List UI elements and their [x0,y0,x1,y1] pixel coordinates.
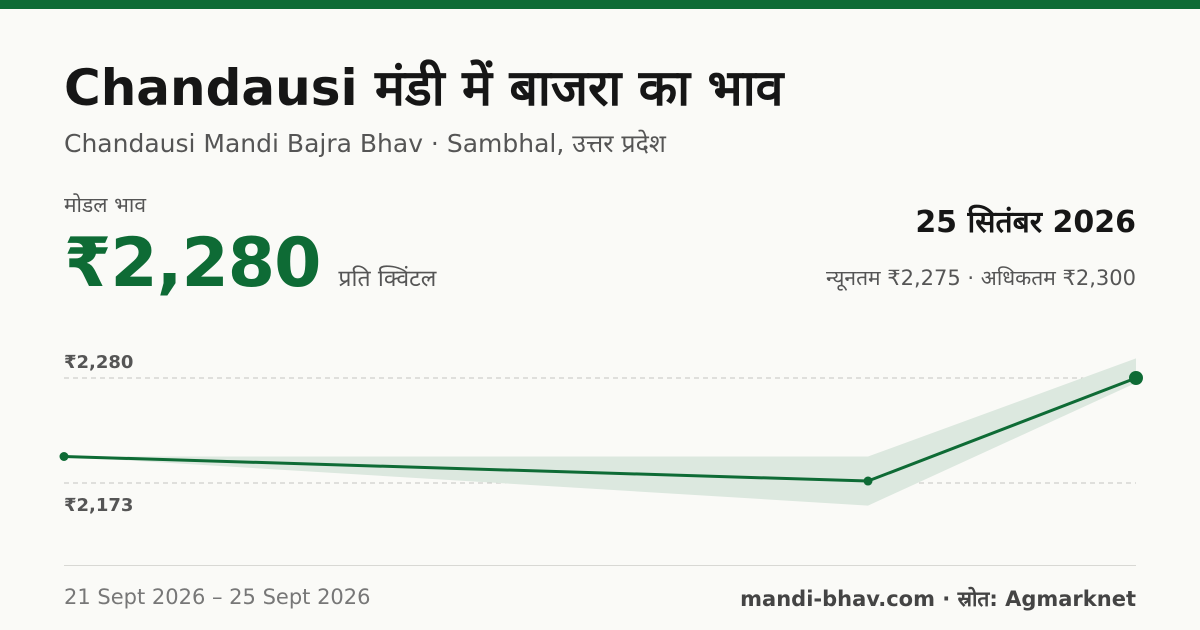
page-title: Chandausi मंडी में बाजरा का भाव [64,59,784,117]
date-period: 21 Sept 2026 – 25 Sept 2026 [64,585,371,609]
price-range: न्यूनतम ₹2,275 · अधिकतम ₹2,300 [826,266,1136,290]
price-range-band [64,358,1136,506]
price-date: 25 सितंबर 2026 [915,205,1136,240]
data-point [1129,371,1143,385]
modal-price-label: मोडल भाव [64,193,147,217]
price-row: ₹2,280 प्रति क्विंटल [64,224,436,303]
data-point [863,476,873,486]
footer-divider [64,565,1136,566]
chart-band [64,358,1136,506]
y-tick-label: ₹2,173 [64,495,133,516]
chart-tick-labels: ₹2,280 ₹2,173 [64,352,133,516]
chart-points [59,371,1143,486]
modal-price-value: ₹2,280 [64,224,321,303]
data-point [59,452,69,462]
top-accent-bar [0,0,1200,9]
price-unit: प्रति क्विंटल [338,266,437,292]
source-credit: mandi-bhav.com · स्रोत: Agmarknet [740,587,1136,611]
y-tick-label: ₹2,280 [64,352,133,373]
page-subtitle: Chandausi Mandi Bajra Bhav · Sambhal, उत… [64,129,666,158]
